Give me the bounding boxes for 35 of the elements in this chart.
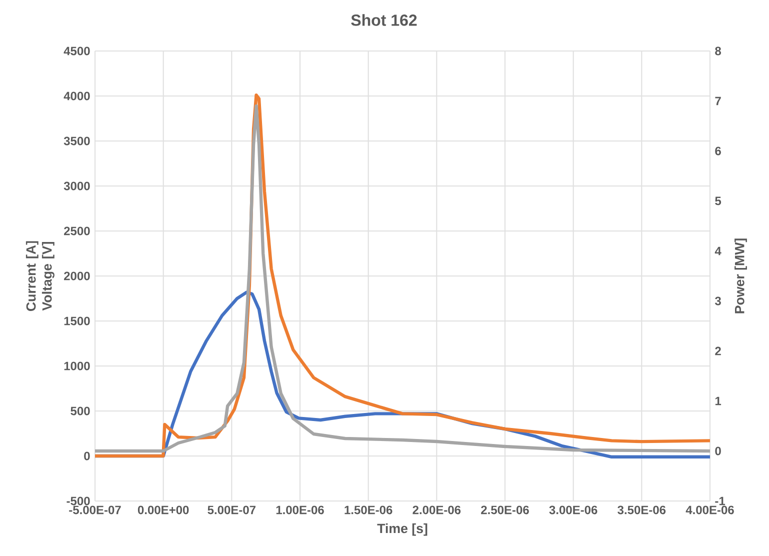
y-tick-label: 2000 bbox=[64, 272, 90, 280]
x-tick-label: 3.50E-06 bbox=[618, 506, 666, 514]
y2-tick-label: 2 bbox=[715, 346, 721, 356]
y2-tick-label: 0 bbox=[715, 446, 721, 456]
y2-tick-label: 5 bbox=[715, 196, 722, 206]
x-tick-label: 0.00E+00 bbox=[138, 506, 189, 514]
y2-axis-title: Power [MW] bbox=[734, 238, 747, 314]
y2-tick-label: -1 bbox=[715, 496, 726, 506]
y2-tick-label: 3 bbox=[714, 296, 721, 306]
chart-title: Shot 162 bbox=[351, 14, 417, 26]
x-tick-label: 4.00E-06 bbox=[686, 506, 734, 514]
x-tick-label: 2.00E-06 bbox=[412, 506, 461, 514]
y-tick-label: 4000 bbox=[64, 92, 90, 100]
x-axis-title: Time [s] bbox=[377, 523, 428, 536]
x-tick-label: 2.50E-06 bbox=[481, 506, 529, 514]
y2-tick-label: 8 bbox=[715, 46, 722, 56]
y2-tick-label: 7 bbox=[715, 96, 721, 106]
x-tick-label: 3.00E-06 bbox=[549, 506, 598, 514]
x-tick-label: 1.50E-06 bbox=[344, 506, 392, 514]
y-tick-label: 2500 bbox=[64, 226, 90, 236]
y-tick-label: 500 bbox=[70, 406, 90, 416]
y-axis-title: Current [A] Voltage [V] bbox=[26, 241, 54, 311]
x-tick-label: 1.00E-06 bbox=[276, 506, 324, 514]
y2-tick-label: 4 bbox=[714, 246, 722, 256]
y-tick-label: 1500 bbox=[64, 316, 90, 326]
y-tick-label: 0 bbox=[84, 452, 90, 460]
x-tick-label: -5.00E-07 bbox=[69, 506, 121, 514]
x-tick-label: 5.00E-07 bbox=[208, 506, 256, 514]
y-tick-label: 1000 bbox=[64, 362, 90, 370]
y2-tick-label: 6 bbox=[715, 146, 721, 156]
y-tick-label: 3500 bbox=[64, 136, 90, 146]
y-tick-label: -500 bbox=[66, 496, 90, 506]
y-tick-label: 4500 bbox=[64, 46, 90, 56]
y-tick-label: 3000 bbox=[64, 182, 90, 190]
y2-tick-label: 1 bbox=[715, 396, 722, 406]
